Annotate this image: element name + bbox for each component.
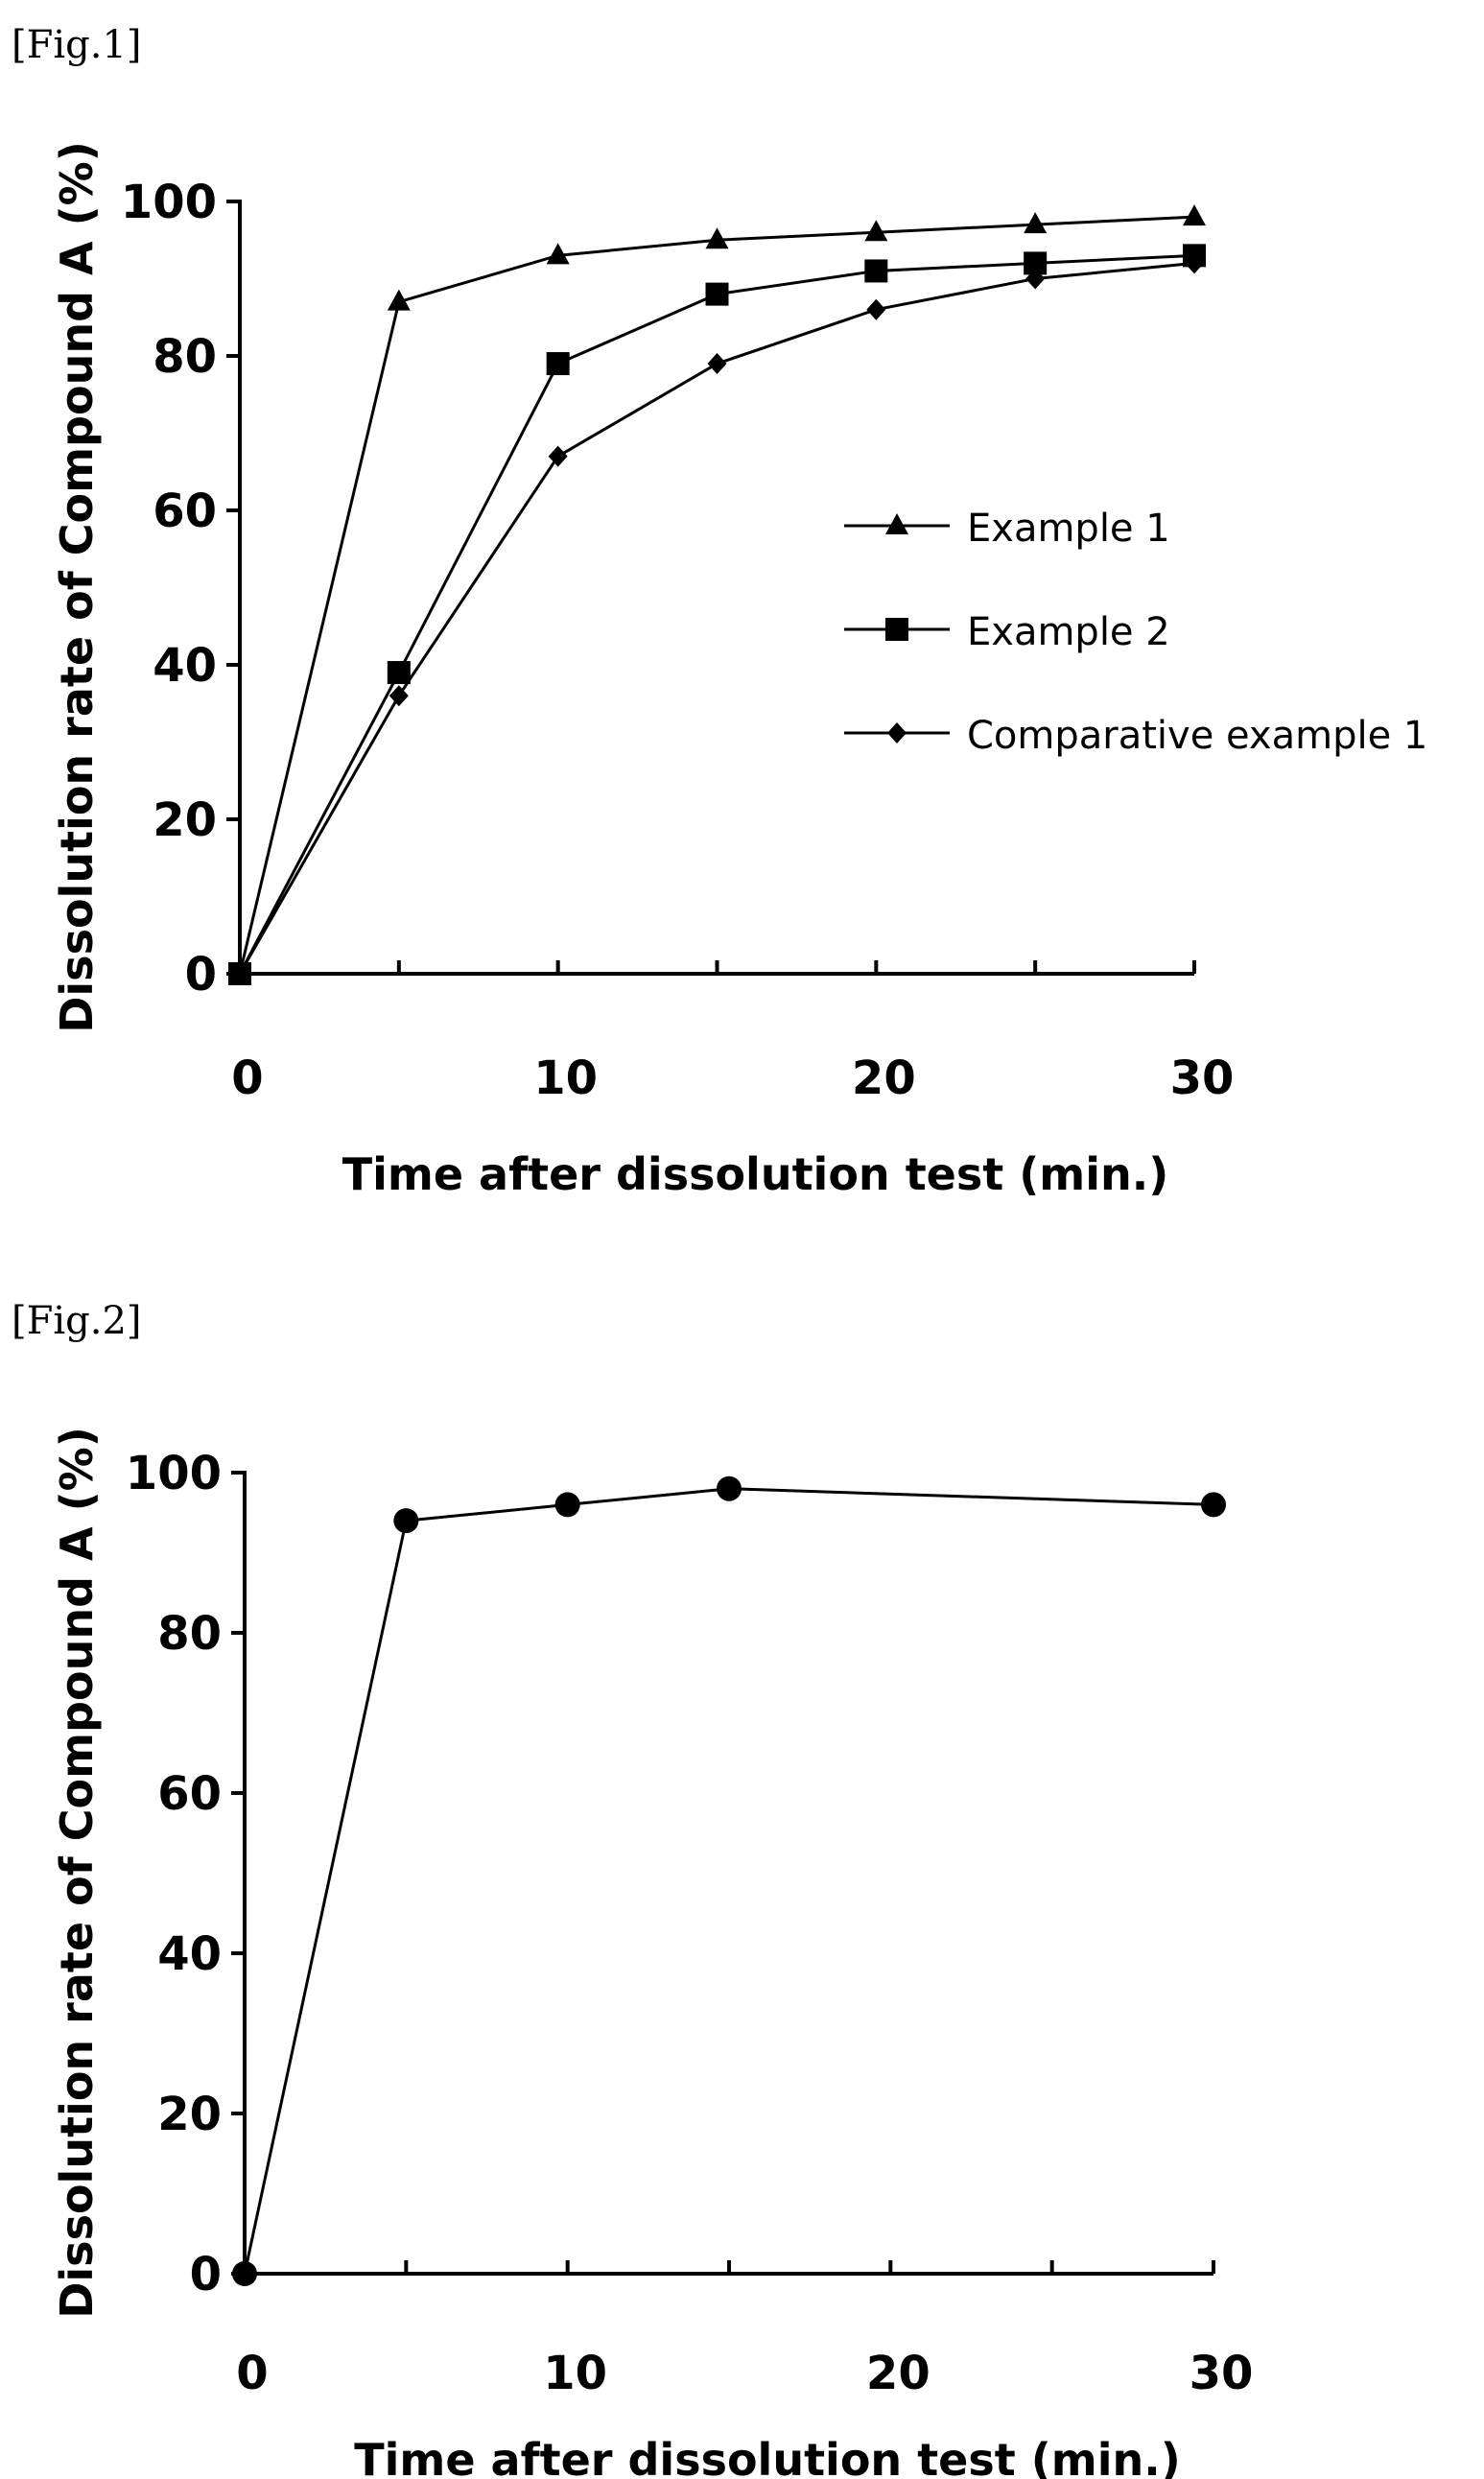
- fig1-legend-marker: [885, 618, 908, 641]
- fig2-x-tick-label: 0: [236, 2347, 268, 2400]
- fig2-y-tick-label: 80: [157, 1607, 222, 1661]
- fig1-data-point: [546, 352, 570, 376]
- fig1-legend-marker: [885, 513, 908, 534]
- fig1-data-point: [864, 259, 888, 283]
- fig1-data-point: [546, 243, 570, 265]
- fig1-data-point: [705, 282, 729, 306]
- fig1-y-tick-label: 40: [153, 639, 217, 693]
- fig1-data-point: [389, 685, 409, 707]
- fig1-label: [Fig.1]: [12, 23, 142, 67]
- fig1-x-tick-label: 10: [533, 1051, 598, 1105]
- fig1-data-point: [705, 227, 729, 249]
- fig1-data-point: [1024, 212, 1048, 234]
- fig2-data-point: [393, 1508, 419, 1534]
- fig2-data-point: [554, 1492, 580, 1518]
- fig1-data-point: [548, 445, 568, 467]
- fig1-legend-marker: [887, 722, 907, 744]
- fig1-x-tick-label: 0: [231, 1051, 263, 1105]
- fig2-y-tick-label: 60: [157, 1767, 222, 1821]
- fig2-y-axis-label: Dissolution rate of Compound A (%): [51, 1427, 103, 2319]
- fig1-y-tick-label: 20: [153, 793, 217, 847]
- fig1-y-tick-label: 60: [153, 484, 217, 538]
- fig1-x-tick-label: 20: [852, 1051, 916, 1105]
- fig1-data-point: [1025, 268, 1046, 290]
- fig2-y-tick-label: 100: [126, 1447, 222, 1500]
- fig2-y-tick-label: 40: [157, 1927, 222, 1981]
- fig2-data-point: [232, 2261, 257, 2286]
- fig1-y-tick-label: 80: [153, 330, 217, 384]
- fig2-y-tick-label: 0: [190, 2248, 222, 2302]
- fig2-x-tick-label: 30: [1190, 2347, 1254, 2400]
- fig2-data-point: [1201, 1492, 1226, 1518]
- fig2-y-tick-label: 20: [157, 2088, 222, 2141]
- fig1-legend-label: Example 2: [967, 610, 1170, 654]
- fig1-data-point: [864, 220, 888, 242]
- fig1-data-point: [1183, 204, 1206, 226]
- fig1-data-point: [1185, 252, 1204, 274]
- fig1-data-point: [230, 963, 249, 984]
- fig1-legend-label: Comparative example 1: [967, 714, 1427, 758]
- fig1-y-axis-label: Dissolution rate of Compound A (%): [51, 141, 103, 1033]
- fig1-data-point: [387, 289, 411, 311]
- fig2-x-axis-label: Time after dissolution test (min.): [354, 2434, 1180, 2479]
- fig1-y-tick-label: 100: [121, 176, 217, 229]
- fig1-x-axis-label: Time after dissolution test (min.): [342, 1148, 1168, 1200]
- fig2-data-point: [717, 1476, 742, 1501]
- fig2-label: [Fig.2]: [12, 1299, 142, 1343]
- fig2-series-line-1: [243, 1487, 1214, 2275]
- fig2-x-tick-label: 10: [543, 2347, 607, 2400]
- fig1-data-point: [387, 661, 411, 685]
- fig1-series-line-1: [238, 215, 1195, 975]
- fig1-data-point: [707, 353, 727, 375]
- fig1-x-tick-label: 30: [1170, 1051, 1235, 1105]
- fig1-legend-label: Example 1: [967, 507, 1170, 551]
- fig1-data-point: [866, 298, 886, 320]
- fig2-x-tick-label: 20: [866, 2347, 930, 2400]
- fig1-y-tick-label: 0: [185, 948, 217, 1002]
